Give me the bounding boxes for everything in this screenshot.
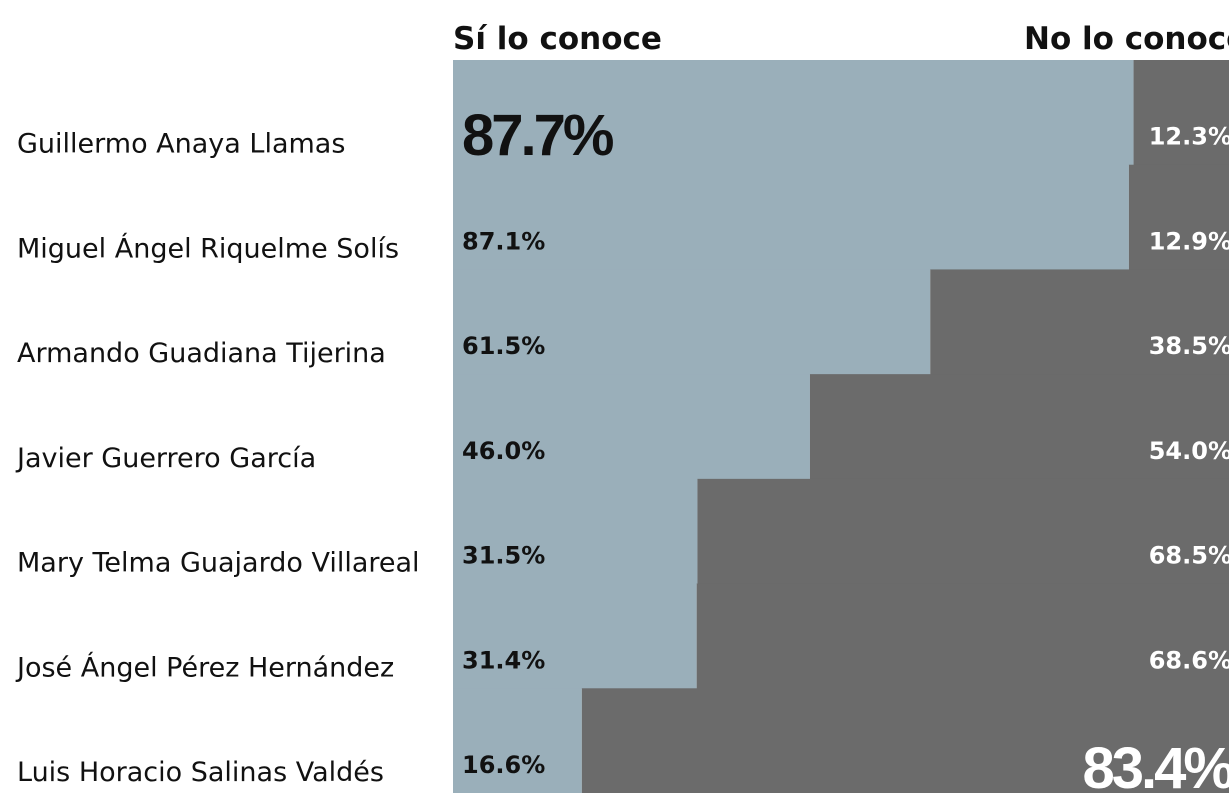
bar-segment [809, 374, 1229, 480]
category-label: Javier Guerrero García [15, 443, 316, 474]
bar-segment [453, 374, 810, 480]
value-label: 54.0% [1149, 437, 1229, 465]
value-label: 16.6% [462, 751, 545, 779]
value-label: 31.4% [462, 646, 545, 674]
bar-segment [453, 688, 582, 793]
legend-label: Sí lo conoce [453, 21, 662, 57]
bar-segment [697, 478, 1229, 585]
value-label: 87.1% [462, 227, 545, 255]
bar-segment [1133, 60, 1229, 166]
value-label: 61.5% [462, 332, 545, 360]
value-label: 31.5% [462, 542, 545, 570]
value-label: 46.0% [462, 437, 545, 465]
category-label: Guillermo Anaya Llamas [17, 129, 345, 160]
bar-segment [1128, 164, 1229, 270]
category-label: José Ángel Pérez Hernández [15, 651, 394, 683]
bar-segment [453, 583, 697, 689]
category-label: Mary Telma Guajardo Villareal [17, 548, 420, 579]
value-label: 38.5% [1149, 332, 1229, 360]
bar-segment [696, 583, 1229, 689]
bar-segment [453, 478, 698, 585]
value-label: 68.5% [1149, 542, 1229, 570]
category-label: Miguel Ángel Riquelme Solís [17, 232, 399, 264]
value-label: 68.6% [1149, 646, 1229, 674]
value-label: 83.4% [1083, 736, 1229, 793]
category-label: Armando Guadiana Tijerina [17, 338, 386, 369]
bar-segment [930, 269, 1229, 375]
value-label: 87.7% [462, 103, 614, 168]
value-label: 12.9% [1149, 227, 1229, 255]
bar-segment [453, 60, 1134, 166]
legend-label: No lo conoce [1024, 21, 1229, 57]
bar-segment [453, 269, 931, 375]
bar-segment [453, 164, 1129, 270]
bar-segment [581, 688, 1229, 793]
category-label: Luis Horacio Salinas Valdés [17, 757, 384, 788]
value-label: 12.3% [1149, 123, 1229, 151]
